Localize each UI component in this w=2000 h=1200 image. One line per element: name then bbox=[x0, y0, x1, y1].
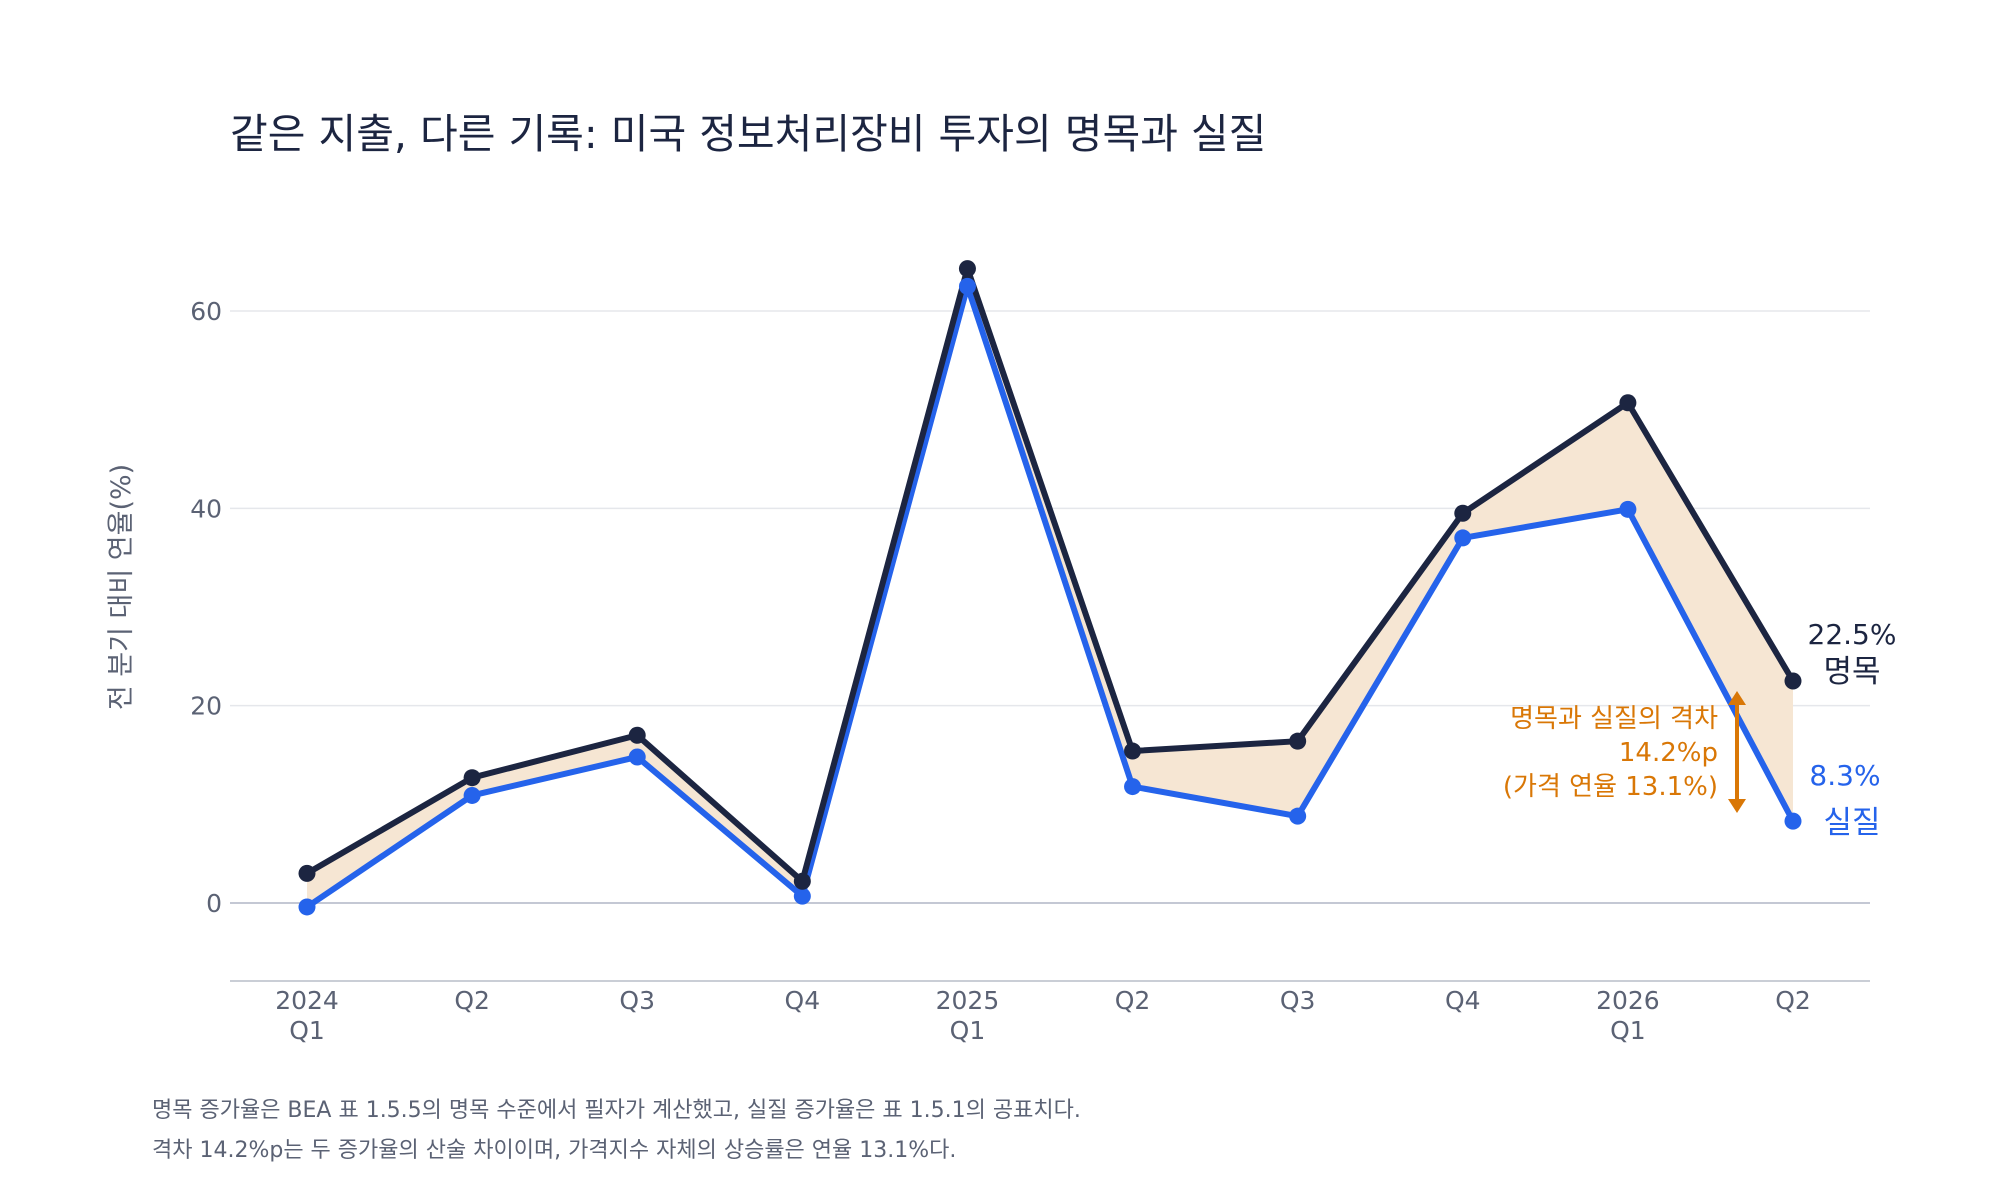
x-tick-label-6-0: Q3 bbox=[1280, 986, 1316, 1015]
nominal-point-7 bbox=[1454, 504, 1472, 522]
real-point-9 bbox=[1784, 812, 1802, 830]
x-tick-label-7-0: Q4 bbox=[1445, 986, 1481, 1015]
gap-area bbox=[307, 268, 1793, 907]
y-tick-label-40: 40 bbox=[190, 494, 222, 523]
gap-arrow-head-top bbox=[1728, 691, 1746, 705]
series-lines bbox=[304, 265, 1796, 910]
x-tick-label-0-0: 2024 bbox=[275, 986, 339, 1015]
real-point-8 bbox=[1619, 500, 1637, 518]
real-end-value: 8.3% bbox=[1809, 759, 1880, 792]
real-point-2 bbox=[628, 748, 646, 766]
y-axis-label: 전 분기 대비 연율(%) bbox=[106, 464, 137, 710]
x-tick-label-4-1: Q1 bbox=[950, 1016, 986, 1045]
real-point-5 bbox=[1124, 778, 1142, 796]
real-point-6 bbox=[1289, 807, 1307, 825]
nominal-point-3 bbox=[793, 872, 811, 890]
x-tick-label-9-0: Q2 bbox=[1775, 986, 1811, 1015]
real-series-line bbox=[304, 283, 1796, 910]
real-point-3 bbox=[793, 887, 811, 905]
y-tick-label-0: 0 bbox=[206, 889, 222, 918]
nominal-point-4 bbox=[958, 260, 976, 278]
x-tick-label-0-1: Q1 bbox=[289, 1016, 325, 1045]
nominal-end-name: 명목 bbox=[1823, 654, 1880, 690]
nominal-end-value: 22.5% bbox=[1808, 618, 1897, 651]
y-tick-label-60: 60 bbox=[190, 297, 222, 326]
x-tick-label-2-0: Q3 bbox=[619, 986, 655, 1015]
footnote-1: 명목 증가율은 BEA 표 1.5.5의 명목 수준에서 필자가 계산했고, 실… bbox=[152, 1098, 1081, 1123]
nominal-point-9 bbox=[1784, 672, 1802, 690]
nominal-point-1 bbox=[463, 769, 481, 787]
x-tick-label-8-1: Q1 bbox=[1610, 1016, 1646, 1045]
x-tick-label-1-0: Q2 bbox=[454, 986, 490, 1015]
gap-annotation: 명목과 실질의 격차 14.2%p (가격 연율 13.1%) bbox=[1503, 691, 1746, 813]
series-end-labels: 22.5%명목 8.3% 실질 bbox=[1808, 618, 1897, 841]
nominal-point-8 bbox=[1619, 394, 1637, 412]
gap-annotation-line-2: (가격 연율 13.1%) bbox=[1503, 772, 1718, 802]
gap-fill-area bbox=[307, 268, 1793, 907]
x-tick-label-8-0: 2026 bbox=[1596, 986, 1660, 1015]
x-tick-label-5-0: Q2 bbox=[1115, 986, 1151, 1015]
nominal-point-6 bbox=[1289, 732, 1307, 750]
real-point-0 bbox=[298, 898, 316, 916]
y-tick-label-20: 20 bbox=[190, 692, 222, 721]
x-tick-label-4-0: 2025 bbox=[936, 986, 1000, 1015]
nominal-point-2 bbox=[628, 726, 646, 744]
real-end-name: 실질 bbox=[1823, 805, 1880, 841]
nominal-series-line bbox=[304, 265, 1796, 885]
footnote-2: 격차 14.2%p는 두 증가율의 산술 차이이며, 가격지수 자체의 상승률은… bbox=[152, 1138, 957, 1163]
real-point-1 bbox=[463, 786, 481, 804]
data-points bbox=[298, 260, 1802, 916]
nominal-point-0 bbox=[298, 864, 316, 882]
gap-arrow-head-bottom bbox=[1728, 799, 1746, 813]
x-tick-label-3-0: Q4 bbox=[785, 986, 821, 1015]
real-point-4 bbox=[958, 277, 976, 295]
chart-title: 같은 지출, 다른 기록: 미국 정보처리장비 투자의 명목과 실질 bbox=[230, 110, 1267, 158]
nominal-point-5 bbox=[1124, 742, 1142, 760]
gap-annotation-line-1: 14.2%p bbox=[1619, 738, 1718, 768]
real-point-7 bbox=[1454, 529, 1472, 547]
gap-annotation-line-0: 명목과 실질의 격차 bbox=[1510, 704, 1718, 734]
